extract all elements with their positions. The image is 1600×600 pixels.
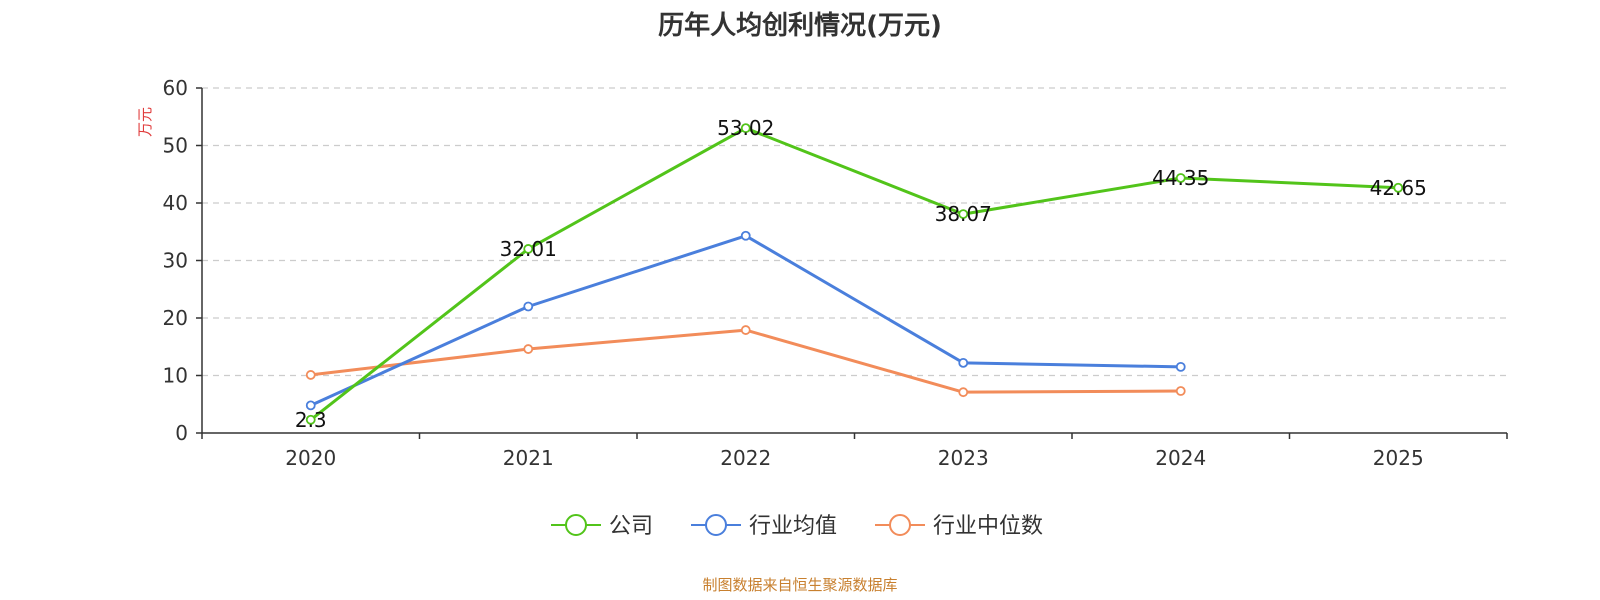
y-tick-label: 50 — [163, 134, 188, 158]
data-point — [523, 244, 534, 254]
data-label: 42.65 — [1370, 176, 1427, 200]
data-point — [740, 325, 751, 335]
series-行业均值 — [305, 230, 1186, 411]
y-tick-label: 40 — [163, 191, 188, 215]
legend-item-行业中位数: 行业中位数 — [875, 514, 1043, 539]
data-point — [305, 400, 316, 411]
data-label: 53.02 — [717, 116, 774, 140]
data-point — [958, 357, 969, 368]
axes: 0 10 20 30 40 50 60 2020 2021 2022 2023 2024 2025 — [163, 76, 1508, 470]
y-tick-label: 0 — [175, 421, 188, 445]
series-公司 — [305, 123, 1404, 425]
y-axis-unit-label: 万元 — [136, 107, 154, 137]
chart-title: 历年人均创利情况(万元) — [658, 10, 942, 41]
data-point — [1175, 386, 1186, 396]
series-行业中位数 — [305, 325, 1186, 398]
series-lines — [305, 123, 1404, 425]
source-note: 制图数据来自恒生聚源数据库 — [702, 576, 897, 594]
data-point — [305, 414, 316, 425]
data-label: 44.35 — [1152, 166, 1209, 190]
data-labels: 2.3 32.01 53.02 38.07 44.35 42.65 — [295, 116, 1427, 432]
data-point — [1393, 182, 1404, 193]
data-point — [1175, 173, 1186, 183]
grid-lines — [202, 87, 1507, 377]
data-point — [305, 370, 316, 380]
y-tick-label: 60 — [163, 76, 188, 100]
x-tick-label: 2024 — [1155, 446, 1206, 470]
x-tick-label: 2020 — [285, 446, 336, 470]
legend-item-行业均值: 行业均值 — [691, 514, 837, 539]
x-tick-label: 2021 — [503, 446, 554, 470]
legend-marker — [565, 514, 587, 536]
data-point — [958, 209, 969, 219]
series-line — [309, 126, 1399, 421]
legend-marker — [889, 514, 911, 536]
data-label: 32.01 — [500, 237, 557, 261]
data-label: 2.3 — [295, 408, 327, 432]
series-line — [310, 234, 1181, 407]
series-line — [310, 328, 1181, 394]
data-point — [740, 230, 751, 241]
y-tick-label: 30 — [163, 249, 188, 273]
x-tick-label: 2025 — [1373, 446, 1424, 470]
legend-item-公司: 公司 — [551, 514, 653, 539]
data-point — [958, 387, 969, 398]
y-tick-label: 20 — [163, 306, 188, 330]
data-point — [523, 344, 534, 354]
data-label: 38.07 — [935, 202, 992, 226]
legend-label: 行业中位数 — [933, 514, 1043, 539]
legend: 公司 行业均值 行业中位数 — [551, 514, 1043, 539]
data-point — [1175, 361, 1186, 372]
legend-marker — [705, 514, 727, 536]
data-point — [523, 301, 534, 312]
legend-label: 行业均值 — [749, 514, 837, 539]
y-tick-label: 10 — [163, 364, 188, 388]
legend-label: 公司 — [609, 514, 653, 539]
x-tick-label: 2022 — [720, 446, 771, 470]
data-point — [740, 123, 751, 134]
x-tick-label: 2023 — [938, 446, 989, 470]
